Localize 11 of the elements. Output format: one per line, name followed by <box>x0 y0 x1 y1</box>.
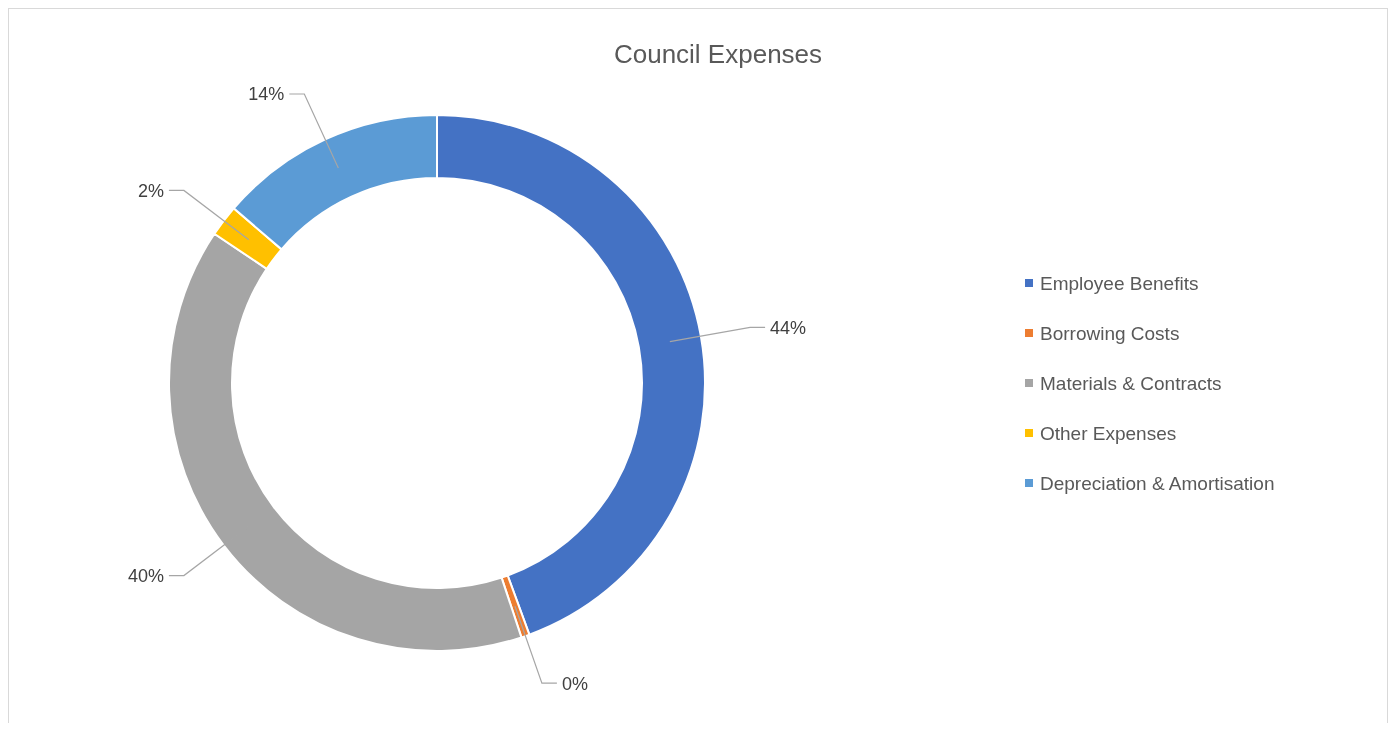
legend-label: Materials & Contracts <box>1040 372 1222 394</box>
legend-label: Depreciation & Amortisation <box>1040 472 1275 494</box>
data-label: 14% <box>248 84 285 105</box>
data-label: 0% <box>561 673 588 694</box>
chart-title: Council Expenses <box>613 39 823 69</box>
data-label: 44% <box>770 317 807 338</box>
legend-label: Borrowing Costs <box>1040 322 1180 344</box>
legend-label: Other Expenses <box>1040 422 1177 444</box>
legend-label: Employee Benefits <box>1040 272 1199 294</box>
data-label: 2% <box>137 180 164 201</box>
data-label: 40% <box>127 565 164 586</box>
